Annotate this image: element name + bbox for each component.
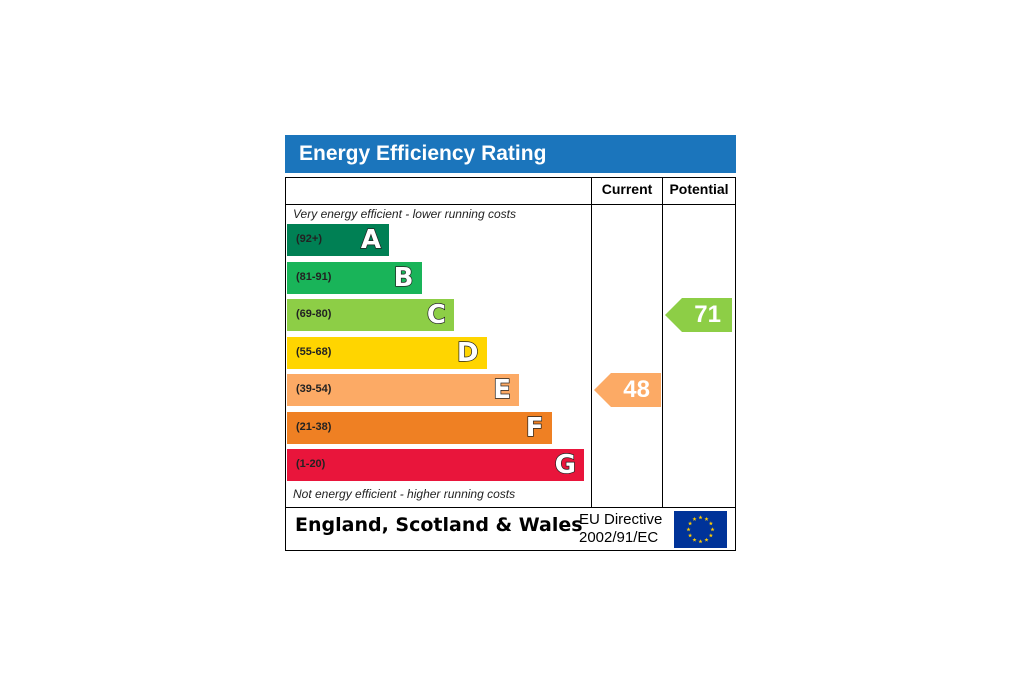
- band-a: (92+) A: [287, 224, 389, 256]
- flag-star: [698, 515, 703, 520]
- band-range-label: (21-38): [296, 420, 332, 433]
- flag-star: [698, 539, 703, 544]
- band-range-label: (55-68): [296, 345, 332, 358]
- chart-title: Energy Efficiency Rating: [299, 142, 547, 165]
- flag-star: [708, 521, 713, 526]
- band-range-label: (69-80): [296, 308, 332, 320]
- band-range-label: (1-20): [296, 458, 326, 470]
- band-letter-label: G: [554, 449, 577, 480]
- chart-frame: [285, 177, 736, 551]
- flag-star: [692, 516, 697, 521]
- flag-star: [704, 516, 709, 521]
- flag-star: [686, 527, 691, 532]
- band-letter-label: C: [426, 299, 447, 330]
- band-c: (69-80) C: [287, 299, 454, 331]
- flag-star: [704, 537, 709, 542]
- energy-efficiency-rating-chart: Energy Efficiency Rating Current Potenti…: [285, 135, 736, 551]
- band-letter-label: A: [360, 224, 382, 255]
- band-f: (21-38) F: [287, 411, 552, 444]
- current-column-header: Current: [601, 181, 653, 197]
- flag-star: [708, 533, 713, 538]
- band-e: (39-54) E: [287, 374, 519, 406]
- band-letter-label: B: [393, 262, 414, 293]
- band-letter-label: F: [525, 412, 544, 443]
- eu-flag-icon: [674, 511, 727, 548]
- band-b: (81-91) B: [287, 261, 422, 294]
- band-range-label: (92+): [296, 233, 322, 245]
- band-d: (55-68) D: [287, 336, 487, 369]
- band-g: (1-20) G: [287, 449, 584, 481]
- flag-star: [692, 537, 697, 542]
- flag-star: [688, 521, 693, 526]
- title-bar: Energy Efficiency Rating: [285, 135, 736, 173]
- band-letter-label: E: [493, 374, 512, 405]
- eu-flag-stars: [686, 515, 715, 544]
- flag-star: [710, 527, 715, 532]
- header-divider: [285, 204, 736, 205]
- bottom-note: Not energy efficient - higher running co…: [293, 487, 516, 501]
- directive-line-2: 2002/91/EC: [579, 529, 659, 546]
- directive-line-1: EU Directive: [579, 511, 663, 528]
- band-range-label: (81-91): [296, 270, 332, 283]
- top-note: Very energy efficient - lower running co…: [293, 207, 516, 221]
- band-range-label: (39-54): [296, 383, 332, 395]
- potential-column-divider: [662, 177, 663, 508]
- eu-directive: EU Directive 2002/91/EC: [579, 511, 662, 547]
- country-label: England, Scotland & Wales: [295, 514, 583, 536]
- band-letter-label: D: [456, 337, 479, 368]
- flag-star: [688, 533, 693, 538]
- current-column-divider: [591, 177, 592, 508]
- potential-column-header: Potential: [669, 181, 729, 197]
- footer-divider: [285, 507, 736, 508]
